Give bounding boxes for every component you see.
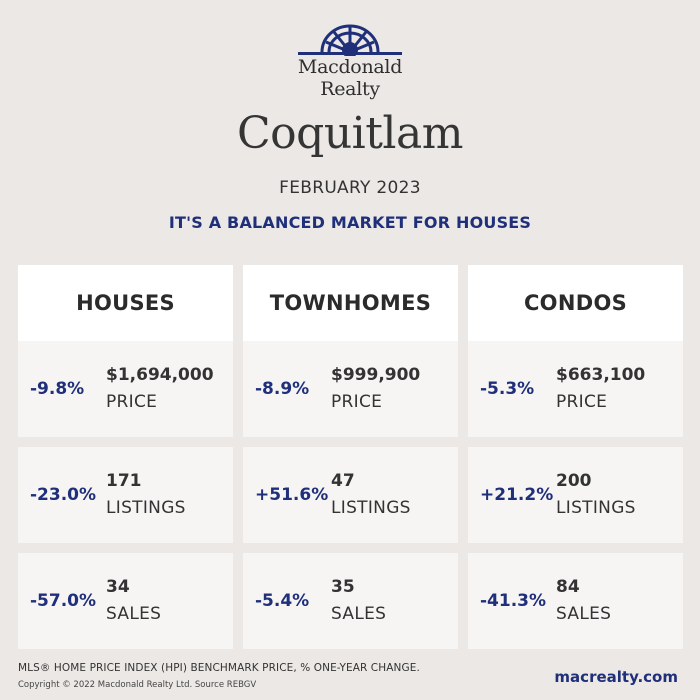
stat-cell-listings: +51.6% 47 LISTINGS — [243, 447, 458, 543]
stat-value: 34 — [106, 577, 130, 597]
change-percent: -9.8% — [30, 379, 85, 399]
page-title: Coquitlam — [237, 108, 463, 159]
stat-value: 84 — [556, 577, 580, 597]
market-headline: IT'S A BALANCED MARKET FOR HOUSES — [168, 213, 532, 232]
change-percent: -8.9% — [255, 379, 310, 399]
stat-label: SALES — [331, 604, 387, 624]
change-percent: -5.3% — [480, 379, 535, 399]
stat-label: SALES — [106, 604, 162, 624]
column-heading: HOUSES — [18, 265, 233, 341]
stat-cell-price: -5.3% $663,100 PRICE — [468, 341, 683, 437]
stat-cell-sales: -5.4% 35 SALES — [243, 553, 458, 649]
logo-wordmark-line1: Macdonald — [297, 56, 403, 78]
change-percent: -23.0% — [30, 485, 97, 505]
logo-wordmark-line2: Realty — [320, 78, 380, 100]
houses-column: HOUSES -9.8% $1,694,000 PRICE -23.0% 171… — [18, 265, 233, 649]
report-date: FEBRUARY 2023 — [279, 178, 421, 198]
stat-value: 35 — [331, 577, 355, 597]
stat-value: 200 — [556, 471, 592, 491]
stat-label: LISTINGS — [556, 498, 636, 518]
stat-value: $999,900 — [331, 365, 421, 385]
stat-value: 47 — [331, 471, 355, 491]
change-percent: +21.2% — [480, 485, 554, 505]
change-percent: +51.6% — [255, 485, 329, 505]
stat-value: $1,694,000 — [106, 365, 214, 385]
change-percent: -5.4% — [255, 591, 310, 611]
townhomes-column: TOWNHOMES -8.9% $999,900 PRICE +51.6% 47… — [243, 265, 458, 649]
stat-cell-sales: -57.0% 34 SALES — [18, 553, 233, 649]
stat-label: SALES — [556, 604, 612, 624]
change-percent: -57.0% — [30, 591, 97, 611]
stat-cell-listings: -23.0% 171 LISTINGS — [18, 447, 233, 543]
stat-cell-price: -9.8% $1,694,000 PRICE — [18, 341, 233, 437]
stat-value: $663,100 — [556, 365, 646, 385]
footer-copyright: Copyright © 2022 Macdonald Realty Ltd. S… — [18, 680, 257, 690]
stat-label: PRICE — [331, 392, 383, 412]
stat-label: LISTINGS — [106, 498, 186, 518]
stat-label: PRICE — [556, 392, 608, 412]
column-heading: CONDOS — [468, 265, 683, 341]
change-percent: -41.3% — [480, 591, 547, 611]
brand-logo: Macdonald Realty — [0, 22, 700, 100]
column-heading: TOWNHOMES — [243, 265, 458, 341]
stat-label: PRICE — [106, 392, 158, 412]
sunrise-logo-icon — [298, 24, 402, 56]
stat-cell-listings: +21.2% 200 LISTINGS — [468, 447, 683, 543]
website-link[interactable]: macrealty.com — [554, 668, 678, 686]
stat-label: LISTINGS — [331, 498, 411, 518]
stat-value: 171 — [106, 471, 142, 491]
footer-note: MLS® HOME PRICE INDEX (HPI) BENCHMARK PR… — [18, 662, 420, 674]
stat-cell-price: -8.9% $999,900 PRICE — [243, 341, 458, 437]
stat-cell-sales: -41.3% 84 SALES — [468, 553, 683, 649]
condos-column: CONDOS -5.3% $663,100 PRICE +21.2% 200 L… — [468, 265, 683, 649]
